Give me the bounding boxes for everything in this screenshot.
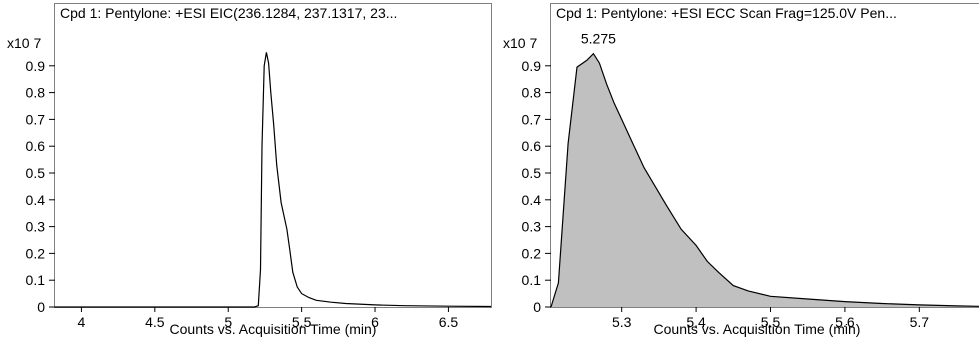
y-tick-label: 0.1 [26,272,46,288]
x-ticks-left: 4 4.5 5 5.5 6 6.5 [78,307,459,330]
y-tick-label: 0.3 [522,219,542,235]
y-ticks-right: 0 0.1 0.2 0.3 0.4 0.5 0.6 0.7 0.8 0.9 [522,58,551,315]
y-multiplier-right-base: x10 7 [503,35,537,51]
y-tick-label: 0.9 [522,58,542,74]
y-tick-label: 0.5 [26,165,46,181]
plot-frame-left [54,3,492,308]
chart-left: x10 7 0 0.1 0.2 0.3 0.4 0.5 0.6 0.7 0.8 0.9 4 4.5 5… [7,3,492,337]
y-ticks-left: 0 0.1 0.2 0.3 0.4 0.5 0.6 0.7 0.8 0.9 [26,58,55,315]
y-tick-label: 0.4 [522,192,542,208]
y-tick-label: 0.7 [26,111,46,127]
x-axis-label-right: Counts vs. Acquisition Time (min) [654,321,861,337]
x-tick-label: 5.5 [761,314,781,330]
y-tick-label: 0.6 [522,138,542,154]
x-tick-label: 5.7 [910,314,930,330]
y-tick-label: 0.3 [26,219,46,235]
x-tick-label: 5.4 [686,314,706,330]
y-tick-label: 0.8 [26,85,46,101]
x-ticks-right: 5.3 5.4 5.5 5.6 5.7 [612,307,929,330]
x-tick-label: 5.5 [292,314,312,330]
chart-right: x10 7 00.10.20.30.40.50.60.70.80.9 5.3 5.… [503,3,979,337]
y-tick-label: 0.2 [26,245,46,261]
x-tick-label: 6 [371,314,379,330]
series-line-left [55,52,492,308]
x-tick-label: 4.5 [145,314,165,330]
x-tick-label: 5 [224,314,232,330]
y-tick-label: 0.2 [522,245,542,261]
y-tick-label: 0.7 [522,111,542,127]
y-tick-label: 0 [37,299,45,315]
y-multiplier-left: x10 7 [7,35,41,51]
x-axis-label-left: Counts vs. Acquisition Time (min) [170,321,377,337]
y-multiplier-left-base: x10 7 [7,35,41,51]
y-tick-label: 0.4 [26,192,46,208]
y-tick-label: 0 [533,299,541,315]
chart-title-left: Cpd 1: Pentylone: +ESI EIC(236.1284, 237… [60,5,397,21]
series-area-right [551,53,979,307]
peak-annotation: 5.275 [581,31,616,47]
y-tick-label: 0.9 [26,58,46,74]
series-line-right [550,52,979,308]
x-tick-label: 5.3 [612,314,632,330]
y-tick-label: 0.1 [522,272,542,288]
y-tick-label: 0.6 [26,138,46,154]
chart-title-right: Cpd 1: Pentylone: +ESI ECC Scan Frag=125… [556,5,897,21]
y-multiplier-right: x10 7 [503,35,537,51]
y-tick-label: 0.5 [522,165,542,181]
x-tick-label: 6.5 [439,314,459,330]
y-tick-label: 0.8 [522,85,542,101]
x-tick-label: 4 [78,314,86,330]
x-tick-label: 5.6 [835,314,855,330]
